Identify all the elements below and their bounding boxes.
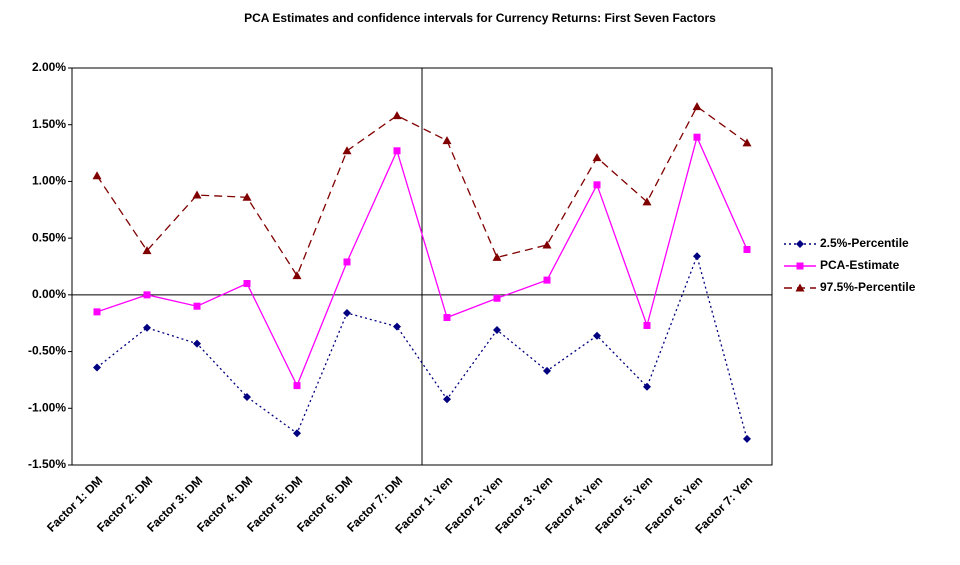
- y-tick-label: -1.00%: [28, 400, 66, 414]
- marker: [493, 294, 501, 302]
- marker: [542, 240, 552, 249]
- marker: [343, 258, 351, 266]
- marker: [93, 363, 101, 372]
- marker: [643, 321, 651, 329]
- marker: [543, 366, 551, 375]
- marker: [795, 283, 805, 292]
- marker: [143, 323, 151, 332]
- marker: [796, 262, 804, 270]
- marker: [242, 192, 252, 201]
- marker: [192, 190, 202, 199]
- marker: [342, 146, 352, 155]
- marker: [592, 153, 602, 162]
- marker: [393, 322, 401, 331]
- marker: [93, 308, 101, 316]
- marker: [643, 382, 651, 391]
- y-tick-label: -0.50%: [28, 344, 66, 358]
- marker: [796, 240, 804, 248]
- marker: [742, 138, 752, 147]
- marker: [193, 302, 201, 310]
- plot-area: [71, 67, 773, 466]
- marker: [243, 280, 251, 288]
- marker: [543, 276, 551, 284]
- y-tick-label: 1.50%: [32, 117, 66, 131]
- marker: [693, 252, 701, 261]
- marker: [443, 314, 451, 322]
- marker: [493, 326, 501, 335]
- series-line: [96, 105, 748, 277]
- legend: 2.5%-Percentile PCA-Estimate 97.5%-Percent…: [780, 233, 958, 305]
- y-tick-label: -1.50%: [28, 457, 66, 471]
- marker: [443, 395, 451, 404]
- legend-label: 2.5%-Percentile: [820, 236, 909, 250]
- marker: [442, 136, 452, 145]
- marker: [393, 147, 401, 155]
- chart-title: PCA Estimates and confidence intervals f…: [244, 11, 716, 25]
- series-line: [96, 135, 748, 388]
- marker: [142, 246, 152, 255]
- marker: [92, 171, 102, 180]
- marker: [243, 392, 251, 401]
- marker: [743, 434, 751, 443]
- legend-label: 97.5%-Percentile: [820, 280, 916, 294]
- y-tick-label: 2.00%: [32, 60, 66, 74]
- legend-label: PCA-Estimate: [820, 258, 900, 272]
- series-line: [96, 254, 748, 440]
- y-tick-label: 0.00%: [32, 287, 66, 301]
- legend-box: [780, 233, 958, 305]
- marker: [293, 382, 301, 390]
- marker: [642, 197, 652, 206]
- marker: [293, 429, 301, 438]
- marker: [693, 133, 701, 141]
- marker: [593, 331, 601, 340]
- y-tick-label: 1.00%: [32, 174, 66, 188]
- marker: [143, 291, 151, 299]
- marker: [492, 252, 502, 261]
- marker: [743, 245, 751, 253]
- marker: [343, 309, 351, 318]
- marker: [593, 181, 601, 189]
- marker: [392, 111, 402, 120]
- marker: [692, 102, 702, 111]
- marker: [292, 271, 302, 280]
- y-tick-label: 0.50%: [32, 230, 66, 244]
- marker: [193, 339, 201, 348]
